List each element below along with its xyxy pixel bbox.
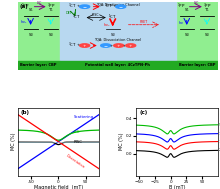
Circle shape [116,5,126,8]
Text: $^1$CT: $^1$CT [108,13,117,22]
Text: $^1$CT +: $^1$CT + [104,2,117,11]
Bar [60,2,176,70]
Circle shape [80,5,90,8]
Text: RISC: RISC [74,140,83,144]
Text: Barrier layer: CBP: Barrier layer: CBP [20,63,57,67]
Circle shape [101,44,111,47]
Circle shape [114,44,124,47]
Text: (a): (a) [20,4,28,9]
Text: 200 μA: 200 μA [219,148,220,152]
Bar [18,60,60,70]
Text: ISC: ISC [193,1,198,5]
Text: DET: DET [65,11,72,15]
Circle shape [80,44,90,47]
Text: T$_1$: T$_1$ [204,7,210,14]
Text: S$_0$: S$_0$ [48,31,54,39]
Bar [176,2,218,70]
Text: h$\nu_2$: h$\nu_2$ [103,21,110,29]
Text: FRET: FRET [140,20,148,24]
Text: S$_0$: S$_0$ [28,31,34,39]
Text: TQA: Scattering Channel: TQA: Scattering Channel [96,3,139,7]
Text: +: + [110,43,113,47]
Text: +: + [123,43,126,47]
Text: Dissociation: Dissociation [65,153,85,169]
Bar [60,60,176,70]
Text: S$_0$: S$_0$ [184,31,190,39]
Text: $+$: $+$ [116,42,121,49]
Text: T$_1$: T$_1$ [48,7,53,14]
Bar [176,60,218,70]
Text: $+$: $+$ [128,42,133,49]
Text: (c): (c) [139,110,148,115]
Text: 150 μA: 150 μA [219,139,220,144]
Text: h$\nu_1$: h$\nu_1$ [20,19,28,26]
Text: $^3$PP: $^3$PP [204,2,212,11]
Text: 100 μA: 100 μA [219,132,220,136]
X-axis label: B (mT): B (mT) [169,185,185,189]
Text: S$_1$: S$_1$ [184,7,190,14]
Text: $+$: $+$ [82,42,87,49]
Bar [18,2,60,70]
Text: S$_0$: S$_0$ [204,31,210,39]
Text: $-$: $-$ [118,4,123,9]
Y-axis label: MC (%): MC (%) [119,133,124,150]
Y-axis label: MC (%): MC (%) [11,133,16,150]
X-axis label: Magnetic field  (mT): Magnetic field (mT) [34,185,83,189]
Text: S$_1$: S$_1$ [28,7,34,14]
Text: Potential well layer: 4CzTPN-Ph: Potential well layer: 4CzTPN-Ph [85,63,150,67]
Text: $^1$PP: $^1$PP [177,2,186,11]
Text: TQA: Dissociation Channel: TQA: Dissociation Channel [94,37,141,41]
Text: $-$: $-$ [103,43,108,48]
Text: $^3$PP: $^3$PP [47,2,56,11]
Text: ISC: ISC [37,1,42,5]
Text: $-$: $-$ [82,4,87,9]
Text: $^3$CT +: $^3$CT + [68,41,81,50]
Text: $^3$CT +: $^3$CT + [68,2,81,11]
Text: 50 μA: 50 μA [219,123,220,127]
Circle shape [126,44,136,47]
Text: Scattering: Scattering [74,115,94,119]
Text: RISC: RISC [92,12,99,16]
Text: h$\nu$: h$\nu$ [178,19,184,26]
Text: (b): (b) [21,110,30,115]
Text: $^1$PP: $^1$PP [21,2,30,11]
Text: $^3$CT: $^3$CT [72,13,81,22]
Text: S$_0$: S$_0$ [110,31,116,39]
Text: Barrier layer: CBP: Barrier layer: CBP [178,63,215,67]
Text: ISC: ISC [74,130,80,134]
